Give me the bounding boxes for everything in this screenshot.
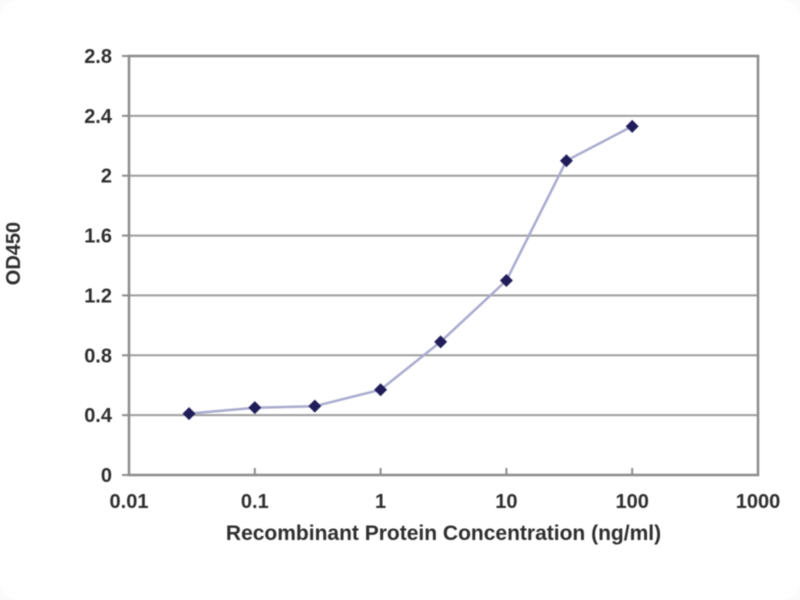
data-point-marker	[308, 399, 322, 413]
x-tick-label: 1	[375, 491, 386, 513]
y-tick-label: 2	[101, 166, 112, 188]
data-point-marker	[559, 154, 573, 168]
plot-frame	[127, 54, 760, 477]
y-tick-label: 2.4	[84, 106, 113, 128]
x-axis-title: Recombinant Protein Concentration (ng/ml…	[226, 522, 661, 545]
tick-labels: 0 0.4 0.8 1.2 1.6 2 2.4 2.8 0.01 0.1 1 10 100 1000	[84, 46, 780, 513]
data-point-marker	[434, 335, 448, 349]
data-point-marker	[499, 273, 513, 287]
x-tick-label: 0.1	[241, 491, 269, 513]
data-point-marker	[248, 401, 262, 415]
data-point-marker	[625, 119, 639, 133]
x-tick-label: 10	[495, 491, 517, 513]
y-tick-label: 1.6	[84, 226, 112, 248]
y-tick-label: 0.8	[84, 345, 112, 367]
y-tick-label: 0.4	[84, 405, 113, 427]
y-tick-label: 1.2	[84, 285, 112, 307]
data-point-marker	[374, 383, 388, 397]
x-tick-label: 1000	[736, 491, 781, 513]
x-tick-label: 100	[616, 491, 649, 513]
tick-marks	[122, 55, 759, 476]
gridlines	[129, 114, 758, 417]
series-line	[188, 125, 633, 415]
plot-border	[127, 54, 760, 477]
x-tick-label: 0.01	[110, 491, 149, 513]
data-series	[182, 119, 639, 421]
y-tick-label: 0	[101, 465, 112, 487]
y-tick-label: 2.8	[84, 46, 112, 68]
data-point-marker	[182, 407, 196, 421]
y-axis-title: OD450	[3, 222, 25, 285]
